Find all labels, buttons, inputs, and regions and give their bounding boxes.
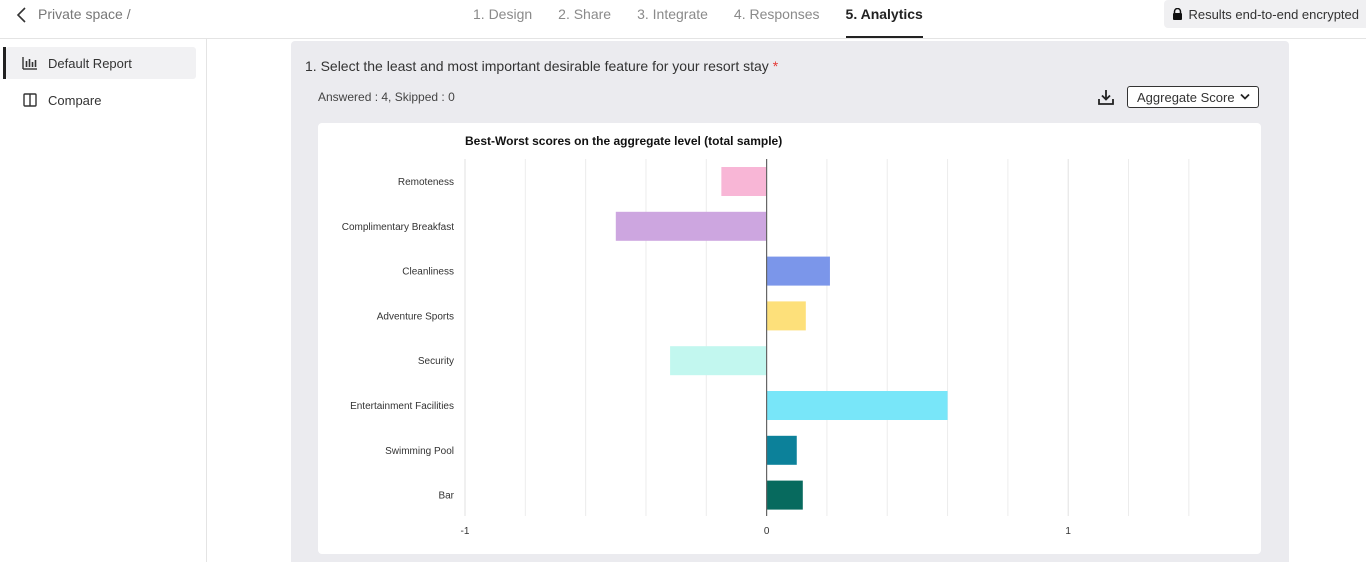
category-label: Cleanliness: [402, 267, 454, 278]
chevron-down-icon: [1239, 93, 1250, 100]
sidebar: Default Report Compare: [0, 39, 207, 562]
breadcrumb-separator: /: [126, 6, 131, 22]
category-label: Adventure Sports: [377, 311, 454, 322]
category-label: Complimentary Breakfast: [342, 222, 454, 233]
bar: [766, 391, 948, 420]
download-icon[interactable]: [1097, 88, 1115, 106]
bar-chart-icon: [22, 57, 37, 70]
chart-title: Best-Worst scores on the aggregate level…: [465, 134, 782, 148]
sidebar-item-compare[interactable]: Compare: [6, 84, 196, 116]
category-label: Bar: [438, 491, 454, 502]
x-tick-label: 1: [1065, 526, 1071, 537]
best-worst-chart: Best-Worst scores on the aggregate level…: [342, 134, 1190, 537]
encryption-label: Results end-to-end encrypted: [1188, 6, 1359, 22]
sidebar-item-label: Compare: [48, 92, 102, 108]
step-tabs: 1. Design 2. Share 3. Integrate 4. Respo…: [460, 0, 936, 38]
tab-analytics[interactable]: 5. Analytics: [845, 0, 923, 38]
chart-card: Best-Worst scores on the aggregate level…: [318, 123, 1261, 554]
breadcrumb-label: Private space: [38, 6, 123, 22]
response-stats: Answered : 4, Skipped : 0: [318, 90, 455, 104]
score-type-select[interactable]: Aggregate Score: [1127, 86, 1259, 108]
tab-responses[interactable]: 4. Responses: [733, 6, 820, 22]
bar: [766, 256, 830, 286]
category-label: Security: [418, 356, 454, 367]
category-label: Remoteness: [398, 177, 454, 188]
score-type-label: Aggregate Score: [1137, 89, 1235, 105]
x-tick-label: -1: [461, 526, 470, 537]
sidebar-item-default-report[interactable]: Default Report: [3, 47, 196, 79]
category-label: Entertainment Facilities: [350, 401, 454, 412]
bar: [766, 435, 797, 465]
bar: [721, 167, 767, 196]
bar: [615, 211, 767, 241]
x-tick-label: 0: [764, 526, 770, 537]
question-title: 1. Select the least and most important d…: [305, 58, 778, 74]
tab-integrate[interactable]: 3. Integrate: [637, 6, 708, 22]
question-text: 1. Select the least and most important d…: [305, 58, 769, 74]
breadcrumb[interactable]: Private space /: [38, 6, 131, 22]
tab-design[interactable]: 1. Design: [473, 6, 533, 22]
chevron-left-icon[interactable]: [14, 5, 30, 25]
encryption-badge: Results end-to-end encrypted: [1164, 0, 1366, 28]
top-bar: Private space / 1. Design 2. Share 3. In…: [0, 0, 1366, 39]
bar: [766, 301, 806, 331]
lock-icon: [1173, 8, 1183, 20]
required-mark: *: [772, 58, 779, 74]
question-panel: 1. Select the least and most important d…: [291, 41, 1289, 562]
sidebar-item-label: Default Report: [48, 55, 132, 71]
bar: [766, 480, 803, 510]
book-icon: [23, 93, 37, 107]
category-label: Swimming Pool: [385, 446, 454, 457]
tab-share[interactable]: 2. Share: [558, 6, 612, 22]
bar: [670, 346, 767, 376]
